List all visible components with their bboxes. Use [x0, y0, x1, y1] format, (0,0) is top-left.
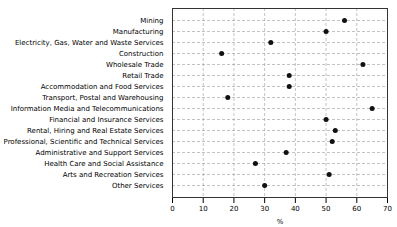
svg-text:0: 0 — [170, 205, 174, 213]
svg-text:Rental, Hiring and Real Estate: Rental, Hiring and Real Estate Services — [27, 127, 164, 135]
svg-text:Wholesale Trade: Wholesale Trade — [106, 61, 163, 69]
svg-text:20: 20 — [229, 205, 238, 213]
svg-text:Information Media and Telecomm: Information Media and Telecommunications — [11, 105, 164, 113]
svg-text:Accommodation and Food Service: Accommodation and Food Services — [41, 83, 164, 91]
svg-text:Health Care and Social Assista: Health Care and Social Assistance — [44, 160, 163, 168]
svg-text:Other Services: Other Services — [112, 182, 164, 190]
svg-text:Construction: Construction — [119, 50, 164, 58]
svg-text:Financial and Insurance Servic: Financial and Insurance Services — [49, 116, 164, 124]
svg-text:Arts and Recreation Services: Arts and Recreation Services — [63, 171, 164, 179]
svg-text:Professional, Scientific and T: Professional, Scientific and Technical S… — [4, 138, 164, 146]
svg-text:70: 70 — [383, 205, 392, 213]
svg-text:%: % — [277, 218, 284, 226]
svg-text:Retail Trade: Retail Trade — [122, 72, 163, 80]
svg-text:30: 30 — [260, 205, 269, 213]
svg-text:Electricity, Gas, Water and Wa: Electricity, Gas, Water and Waste Servic… — [15, 39, 164, 47]
svg-text:Administrative and Support Ser: Administrative and Support Services — [36, 149, 164, 157]
svg-text:50: 50 — [322, 205, 331, 213]
svg-text:40: 40 — [291, 205, 300, 213]
svg-text:60: 60 — [352, 205, 361, 213]
svg-text:Manufacturing: Manufacturing — [113, 28, 164, 36]
svg-text:Transport, Postal and Warehous: Transport, Postal and Warehousing — [41, 94, 163, 102]
svg-text:Mining: Mining — [140, 17, 163, 25]
svg-text:10: 10 — [199, 205, 208, 213]
